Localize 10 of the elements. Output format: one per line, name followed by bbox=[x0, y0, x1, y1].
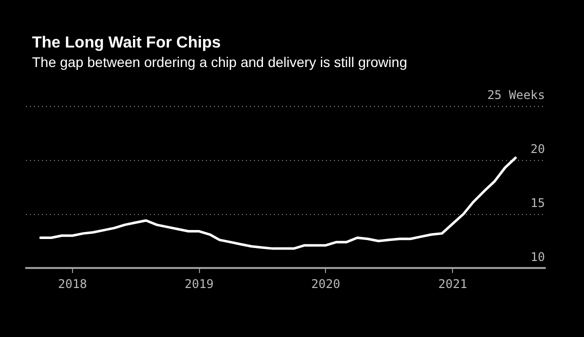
y-tick-label: 10 bbox=[530, 250, 545, 264]
y-tick-label: 25 Weeks bbox=[487, 88, 545, 102]
chart-subtitle: The gap between ordering a chip and delivery is still growing bbox=[32, 54, 408, 70]
y-tick-label: 20 bbox=[530, 142, 545, 156]
chart-title: The Long Wait For Chips bbox=[32, 34, 221, 52]
x-tick-label: 2020 bbox=[311, 277, 340, 291]
y-tick-label: 15 bbox=[530, 196, 545, 210]
x-tick-label: 2019 bbox=[184, 277, 214, 291]
x-tick-label: 2021 bbox=[438, 277, 468, 291]
x-tick-label: 2018 bbox=[58, 277, 87, 291]
